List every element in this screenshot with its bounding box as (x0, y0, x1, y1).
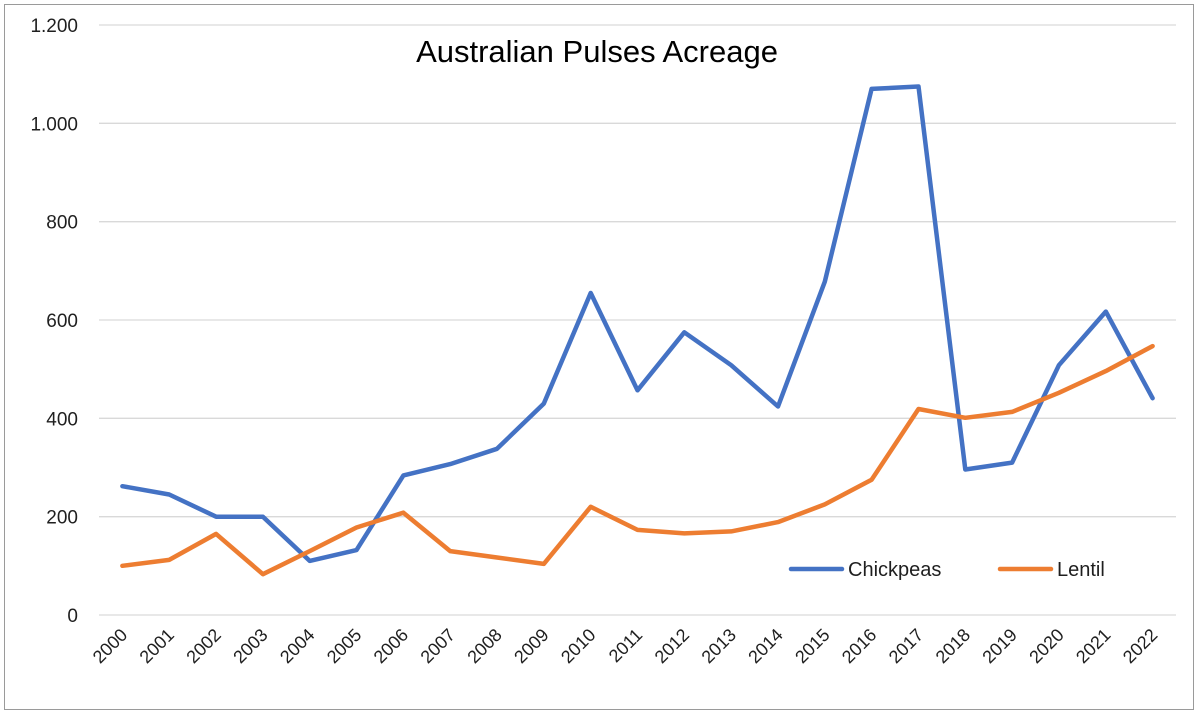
y-tick-label: 400 (46, 409, 78, 430)
x-tick-label: 2007 (417, 625, 459, 667)
x-tick-label: 2003 (229, 625, 271, 667)
x-tick-label: 2002 (182, 625, 224, 667)
series-line-chickpeas (120, 84, 1155, 564)
y-tick-label: 800 (46, 213, 78, 234)
x-tick-label: 2005 (323, 625, 365, 667)
y-tick-label: 1.200 (30, 16, 78, 37)
x-tick-label: 2016 (838, 625, 880, 667)
y-axis-ticks: 0 200 400 600 800 1.000 1.200 (30, 16, 78, 627)
x-tick-label: 2022 (1119, 625, 1161, 667)
x-tick-label: 2008 (463, 625, 505, 667)
x-tick-label: 2004 (276, 625, 318, 667)
x-tick-label: 2011 (605, 625, 647, 667)
y-tick-label: 1.000 (30, 114, 78, 135)
y-tick-label: 600 (46, 311, 78, 332)
legend-label: Chickpeas (848, 559, 941, 581)
x-tick-label: 2021 (1072, 625, 1114, 667)
x-tick-label: 2015 (791, 625, 833, 667)
x-tick-label: 2009 (510, 625, 552, 667)
x-tick-label: 2018 (932, 625, 974, 667)
legend: Chickpeas Lentil (788, 559, 1105, 581)
x-tick-label: 2019 (978, 625, 1020, 667)
x-tick-label: 2020 (1025, 625, 1067, 667)
x-tick-label: 2000 (89, 625, 131, 667)
x-tick-label: 2001 (136, 625, 178, 667)
x-tick-label: 2006 (370, 625, 412, 667)
x-tick-label: 2013 (698, 625, 740, 667)
y-tick-label: 200 (46, 508, 78, 529)
chart-frame (4, 4, 1194, 710)
legend-label: Lentil (1057, 559, 1105, 581)
y-tick-label: 0 (67, 606, 78, 627)
chart-title: Australian Pulses Acreage (416, 34, 778, 69)
x-tick-label: 2014 (744, 625, 786, 667)
x-axis-ticks: 2000 2001 2002 2003 2004 2005 2006 2007 2008 2009… (89, 625, 1162, 667)
x-tick-label: 2012 (651, 625, 693, 667)
gridlines (99, 24, 1176, 616)
series-lines (120, 84, 1155, 577)
x-tick-label: 2010 (557, 625, 599, 667)
x-tick-label: 2017 (885, 625, 927, 667)
series-line-lentil (120, 343, 1155, 577)
